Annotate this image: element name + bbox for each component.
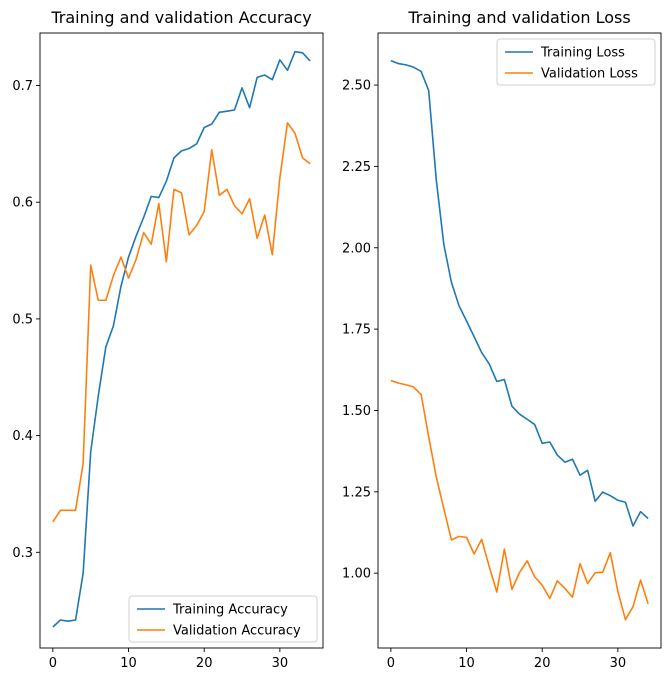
y-tick-label: 2.00 bbox=[342, 241, 371, 256]
legend-frame bbox=[496, 38, 656, 86]
x-tick-label: 0 bbox=[387, 656, 395, 671]
validation-accuracy-line bbox=[52, 122, 311, 523]
accuracy-chart-title: Training and validation Accuracy bbox=[50, 8, 311, 27]
y-tick-label: 1.25 bbox=[342, 485, 371, 500]
accuracy-panel: Training and validation Accuracy 0 10 20 30 0… bbox=[12, 8, 324, 671]
axes-frame bbox=[39, 32, 324, 649]
x-tick-label: 20 bbox=[196, 656, 213, 671]
legend-frame bbox=[128, 595, 318, 643]
validation-loss-line bbox=[390, 379, 649, 621]
y-tick-label: 0.7 bbox=[12, 79, 33, 94]
y-tick-label: 0.6 bbox=[12, 196, 33, 211]
axes-frame bbox=[377, 32, 662, 649]
training-accuracy-line bbox=[52, 50, 311, 628]
y-tick-label: 1.50 bbox=[342, 404, 371, 419]
loss-chart-title: Training and validation Loss bbox=[407, 8, 630, 27]
x-tick-label: 30 bbox=[272, 656, 289, 671]
y-tick-label: 0.3 bbox=[12, 546, 33, 561]
x-tick-label: 30 bbox=[610, 656, 627, 671]
legend-label: Training Loss bbox=[540, 46, 625, 61]
x-tick-label: 20 bbox=[534, 656, 551, 671]
loss-panel: Training and validation Loss 0 10 20 30 1.00 1… bbox=[342, 8, 662, 671]
y-tick-label: 2.50 bbox=[342, 79, 371, 94]
legend-label: Training Accuracy bbox=[172, 603, 288, 618]
legend-label: Validation Loss bbox=[541, 67, 638, 82]
accuracy-legend: Training Accuracy Validation Accuracy bbox=[128, 595, 318, 643]
y-tick-label: 2.25 bbox=[342, 160, 371, 175]
x-tick-label: 10 bbox=[120, 656, 137, 671]
legend-label: Validation Accuracy bbox=[173, 624, 301, 639]
y-tick-label: 1.00 bbox=[342, 567, 371, 582]
x-tick-label: 10 bbox=[458, 656, 475, 671]
x-tick-label: 0 bbox=[49, 656, 57, 671]
training-loss-line bbox=[390, 59, 649, 527]
y-tick-label: 1.75 bbox=[342, 323, 371, 338]
y-tick-label: 0.5 bbox=[12, 312, 33, 327]
y-tick-label: 0.4 bbox=[12, 429, 33, 444]
loss-legend: Training Loss Validation Loss bbox=[496, 38, 656, 86]
